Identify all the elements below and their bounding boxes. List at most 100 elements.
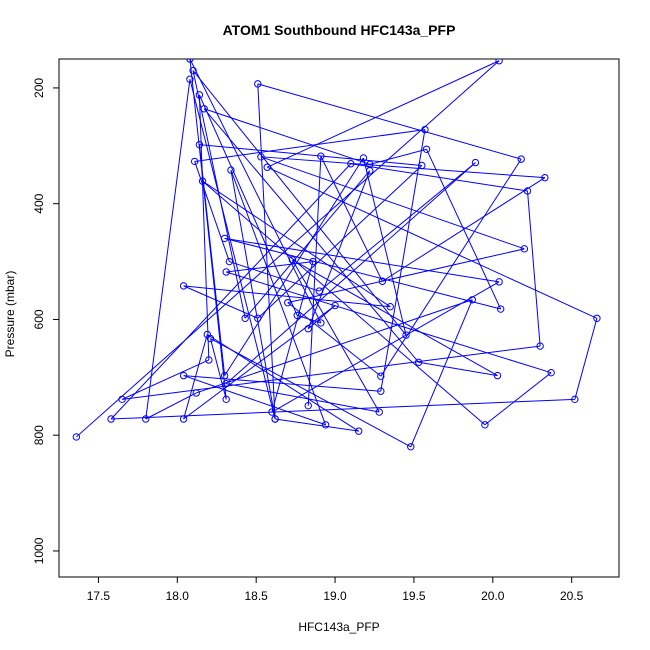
data-point — [496, 305, 505, 313]
data-point — [220, 371, 229, 380]
data-point — [347, 160, 355, 168]
y-tick-label: 600 — [32, 309, 46, 329]
series-line-segment — [320, 156, 383, 282]
data-point — [186, 59, 194, 63]
series-line-segment — [362, 157, 407, 336]
data-point — [495, 59, 503, 65]
series-line-segment — [260, 156, 545, 179]
data-point — [471, 158, 480, 167]
data-point — [179, 371, 188, 380]
data-point — [263, 163, 271, 171]
data-point — [378, 277, 387, 285]
data-point — [179, 415, 188, 423]
data-point — [72, 433, 81, 441]
y-tick-label: 1000 — [32, 537, 46, 564]
series-line-segment — [207, 334, 359, 432]
data-point — [377, 372, 385, 380]
y-axis-label: Pressure (mbar) — [3, 271, 17, 358]
data-point — [198, 177, 207, 185]
data-point — [241, 314, 249, 322]
series-line-segment — [484, 372, 552, 426]
series-line-segment — [183, 285, 258, 319]
series-line-segment — [410, 299, 473, 447]
data-point — [536, 342, 544, 350]
series-line-segment — [192, 70, 407, 336]
series-line-segment — [369, 148, 427, 165]
data-point — [222, 395, 230, 404]
x-tick-label: 20.0 — [481, 589, 505, 603]
data-point — [222, 379, 230, 388]
x-tick-label: 19.5 — [402, 589, 426, 603]
data-point — [227, 166, 235, 174]
data-point — [418, 161, 426, 170]
data-point — [317, 319, 325, 327]
data-point — [107, 415, 115, 423]
data-point — [304, 325, 312, 333]
data-point — [571, 395, 579, 404]
y-tick-label: 200 — [32, 78, 46, 98]
series-line-segment — [189, 79, 276, 420]
data-point — [304, 401, 312, 410]
x-axis: 17.5 18.0 18.5 19.0 19.5 20.0 20.5 — [87, 576, 584, 603]
data-point — [186, 75, 194, 83]
x-tick-label: 18.0 — [166, 589, 190, 603]
series-line-segment — [267, 166, 598, 319]
x-tick-label: 20.5 — [560, 589, 584, 603]
data-point — [254, 80, 262, 88]
data-point — [118, 395, 126, 404]
data-point — [190, 157, 199, 166]
series-line-segment — [198, 144, 226, 376]
y-tick-label: 400 — [32, 193, 46, 213]
data-point — [355, 427, 363, 435]
data-point — [225, 257, 234, 266]
series-line-segment — [225, 162, 476, 385]
data-point — [195, 140, 204, 149]
data-point — [331, 301, 339, 310]
data-point — [359, 154, 368, 162]
data-point — [422, 145, 431, 153]
data-point — [268, 408, 276, 416]
series-line-segment — [210, 338, 412, 448]
data-point — [222, 268, 230, 276]
data-point — [468, 296, 476, 304]
series-line-segment — [121, 359, 210, 400]
data-point — [402, 331, 410, 339]
chart-title: ATOM1 Southbound HFC143a_PFP — [223, 22, 456, 38]
series-line-segment — [183, 375, 326, 426]
data-point — [195, 91, 204, 99]
data-point — [220, 234, 229, 243]
series-line-segment — [203, 108, 370, 165]
data-point — [200, 105, 208, 113]
data-point — [257, 153, 265, 161]
series-line-segment — [189, 59, 322, 324]
data-point — [189, 66, 197, 75]
x-tick-label: 18.5 — [245, 589, 269, 603]
data-point — [517, 155, 525, 163]
data-point — [414, 358, 423, 366]
series-line-segment — [380, 158, 522, 377]
series-line-segment — [224, 157, 364, 376]
series-line-segment — [224, 237, 501, 310]
data-point — [520, 245, 529, 253]
series-line-segment — [257, 83, 276, 420]
series-line-segment — [257, 165, 423, 319]
series-line-segment — [192, 70, 246, 319]
data-point — [206, 334, 215, 343]
data-point — [547, 368, 555, 377]
series-line-segment — [199, 144, 422, 166]
x-axis-label: HFC143a_PFP — [298, 620, 379, 634]
series-line-segment — [203, 108, 420, 363]
series-line-segment — [226, 383, 380, 413]
data-point — [288, 256, 297, 264]
data-point — [317, 152, 325, 160]
series-line-segment — [382, 177, 546, 282]
series-line-segment — [145, 392, 197, 420]
series-lines — [76, 59, 598, 448]
series-line-segment — [226, 271, 552, 374]
y-tick-label: 800 — [32, 425, 46, 445]
data-point — [309, 257, 317, 266]
data-point — [421, 125, 429, 134]
series-line-segment — [183, 375, 381, 392]
data-point — [205, 356, 213, 364]
x-tick-label: 19.0 — [323, 589, 347, 603]
